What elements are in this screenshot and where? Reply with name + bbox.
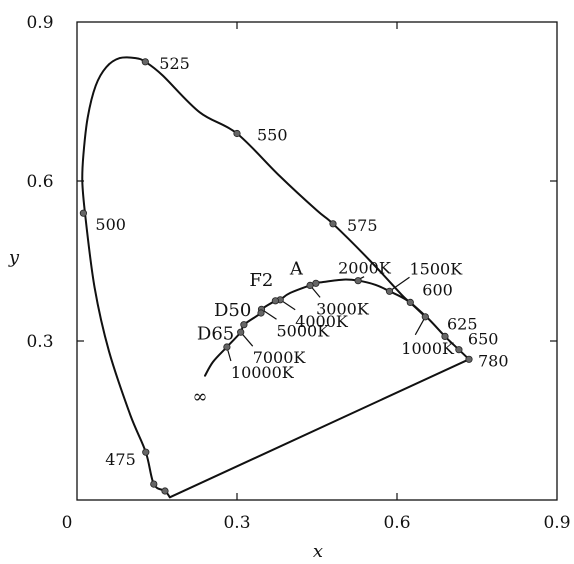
locus-point-extra-1 bbox=[150, 480, 158, 488]
locus-point-625 bbox=[441, 332, 449, 340]
x-tick-label-0.3: 0.3 bbox=[223, 513, 250, 533]
x-tick-label-0.9: 0.9 bbox=[543, 513, 570, 533]
illuminant-label-D65: D65 bbox=[197, 324, 234, 345]
planckian-label-1500K: 1500K bbox=[410, 259, 464, 278]
planckian-point-7000K bbox=[237, 328, 245, 336]
locus-point-600 bbox=[406, 298, 414, 306]
y-axis-tick-labels: 0.3 0.6 0.9 bbox=[26, 13, 53, 352]
locus-point-extra-0 bbox=[161, 487, 169, 495]
illuminant-point-F2 bbox=[271, 297, 279, 305]
locus-label-600: 600 bbox=[422, 280, 453, 299]
planckian-label-10000K: 10000K bbox=[231, 363, 295, 382]
locus-label-650: 650 bbox=[468, 330, 499, 349]
locus-label-500: 500 bbox=[95, 215, 126, 234]
locus-label-625: 625 bbox=[447, 314, 478, 333]
x-axis-tick-labels: 0 0.3 0.6 0.9 bbox=[62, 513, 571, 533]
locus-point-575 bbox=[329, 220, 337, 228]
plot-frame bbox=[76, 21, 558, 501]
leader-1500K bbox=[389, 276, 410, 292]
locus-label-550: 550 bbox=[257, 126, 288, 145]
planckian-point-1500K bbox=[385, 287, 394, 295]
planckian-label-4000K: 4000K bbox=[295, 312, 349, 331]
locus-point-500 bbox=[79, 209, 88, 217]
data-points bbox=[79, 58, 473, 495]
illuminant-label-D50: D50 bbox=[214, 300, 251, 321]
locus-point-650 bbox=[455, 346, 463, 354]
planckian-point-2000K bbox=[354, 277, 362, 285]
planckian-label-2000K: 2000K bbox=[338, 259, 392, 278]
illuminant-point-D65 bbox=[240, 321, 248, 329]
x-axis-title: x bbox=[313, 541, 323, 562]
axis-ticks bbox=[77, 22, 557, 500]
planckian-label-infinity: ∞ bbox=[193, 387, 208, 408]
planckian-label-1000K: 1000K bbox=[401, 339, 455, 358]
x-tick-label-0: 0 bbox=[62, 513, 73, 533]
locus-label-575: 575 bbox=[347, 216, 378, 235]
x-tick-label-0.6: 0.6 bbox=[383, 513, 410, 533]
y-tick-label-0.3: 0.3 bbox=[26, 332, 53, 352]
locus-point-550 bbox=[233, 129, 241, 138]
y-tick-label-0.9: 0.9 bbox=[26, 13, 53, 33]
locus-label-475: 475 bbox=[105, 450, 136, 469]
planckian-point-10000K bbox=[223, 343, 231, 351]
locus-point-475 bbox=[142, 448, 150, 456]
locus-label-780: 780 bbox=[478, 351, 509, 370]
locus-point-525 bbox=[141, 58, 149, 66]
y-axis-title: y bbox=[8, 247, 20, 268]
planckian-label-3000K: 3000K bbox=[316, 299, 370, 318]
planckian-point-1000K bbox=[421, 313, 429, 321]
planckian-label-7000K: 7000K bbox=[253, 348, 307, 367]
illuminant-point-D50 bbox=[257, 309, 265, 317]
illuminant-label-A: A bbox=[289, 258, 304, 279]
locus-label-525: 525 bbox=[159, 54, 190, 73]
illuminant-point-A bbox=[312, 279, 320, 287]
planckian-label-5000K: 5000K bbox=[277, 321, 331, 340]
illuminant-label-F2: F2 bbox=[249, 270, 273, 291]
locus-point-780 bbox=[465, 355, 473, 363]
y-tick-label-0.6: 0.6 bbox=[26, 172, 53, 192]
